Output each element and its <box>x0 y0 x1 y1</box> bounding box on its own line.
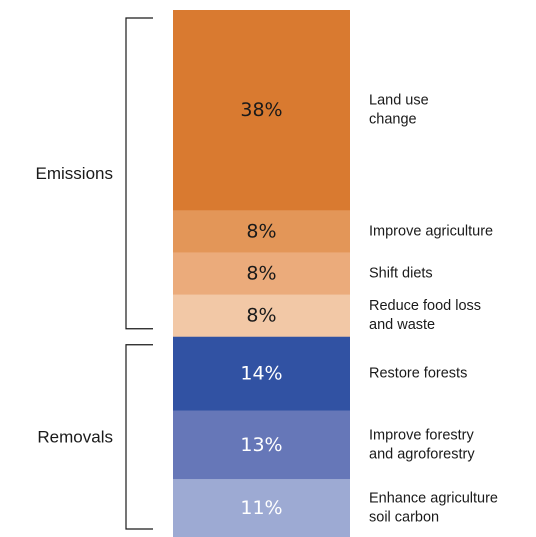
group-bracket-emissions <box>125 17 153 330</box>
value-label-improve-agriculture: 8% <box>246 220 276 242</box>
bar-segment-improve-agriculture <box>173 210 350 253</box>
bar-segment-improve-forestry-and-agroforestry <box>173 410 350 480</box>
category-label-improve-forestry-and-agroforestry-line-2: and agroforestry <box>369 446 475 462</box>
group-label-emissions: Emissions <box>36 164 113 183</box>
value-label-enhance-agriculture-soil-carbon: 11% <box>240 497 282 519</box>
category-label-enhance-agriculture-soil-carbon-line-1: Enhance agriculture <box>369 491 498 507</box>
value-label-shift-diets: 8% <box>246 263 276 285</box>
value-label-restore-forests: 14% <box>240 363 282 385</box>
category-label-enhance-agriculture-soil-carbon-line-2: soil carbon <box>369 510 439 526</box>
value-label-improve-forestry-and-agroforestry: 13% <box>240 434 282 456</box>
bar-segment-enhance-agriculture-soil-carbon <box>173 479 350 537</box>
value-label-land-use-change: 38% <box>240 99 282 121</box>
category-label-improve-forestry-and-agroforestry-line-1: Improve forestry <box>369 427 474 443</box>
category-label-land-use-change-line-2: change <box>369 112 417 128</box>
bar-segment-reduce-food-loss-and-waste <box>173 294 350 338</box>
bar-segment-land-use-change <box>173 10 350 211</box>
group-bracket-removals <box>125 344 153 530</box>
category-label-restore-forests: Restore forests <box>369 366 467 382</box>
category-label-reduce-food-loss-and-waste-line-2: and waste <box>369 317 435 333</box>
group-label-removals: Removals <box>37 427 113 446</box>
bar-segment-restore-forests <box>173 336 350 412</box>
category-label-improve-agriculture: Improve agriculture <box>369 223 493 239</box>
category-label-reduce-food-loss-and-waste-line-1: Reduce food loss <box>369 298 481 314</box>
category-label-land-use-change-line-1: Land use <box>369 93 429 109</box>
value-label-reduce-food-loss-and-waste: 8% <box>246 305 276 327</box>
bar-segment-shift-diets <box>173 252 350 296</box>
category-label-shift-diets: Shift diets <box>369 266 433 282</box>
